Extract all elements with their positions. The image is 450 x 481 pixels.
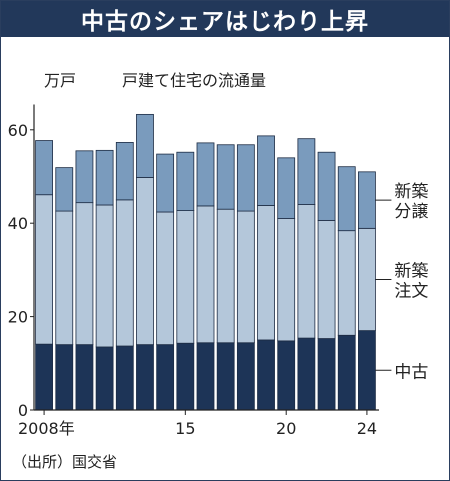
bar-segment bbox=[115, 345, 134, 411]
bar-segment bbox=[297, 138, 316, 205]
bar-segment bbox=[337, 230, 356, 336]
bar-segment bbox=[297, 204, 316, 339]
source-note: （出所）国交省 bbox=[12, 453, 117, 471]
legend-label: 中古 bbox=[394, 362, 428, 382]
x-tick-label: 15 bbox=[175, 419, 195, 438]
bar-segment bbox=[115, 199, 134, 347]
bar-segment bbox=[277, 218, 296, 342]
bar-segment bbox=[75, 202, 94, 346]
bar-segment bbox=[95, 204, 114, 348]
bar-segment bbox=[257, 135, 275, 206]
legend-label: 分譲 bbox=[394, 202, 428, 222]
bar-segment bbox=[115, 142, 134, 201]
bar-segment bbox=[136, 113, 154, 178]
bar-segment bbox=[95, 149, 114, 206]
bar-segment bbox=[196, 342, 215, 411]
legend-label: 注文 bbox=[394, 281, 428, 301]
y-tick-label: 40 bbox=[8, 214, 28, 233]
bar-segment bbox=[236, 144, 255, 212]
unit-label: 万戸 bbox=[44, 71, 76, 90]
bar-segment bbox=[35, 140, 53, 196]
bar-segment bbox=[136, 344, 154, 411]
y-tick-label: 60 bbox=[8, 121, 28, 140]
bar-segment bbox=[55, 344, 74, 411]
chart-header-title: 中古のシェアはじわり上昇 bbox=[1, 1, 449, 37]
bar-segment bbox=[216, 342, 235, 411]
bar-segment bbox=[55, 167, 74, 212]
x-tick-label: 2008年 bbox=[18, 419, 75, 438]
bar-segment bbox=[156, 211, 175, 346]
bar-segment bbox=[257, 339, 275, 411]
bar-segment bbox=[136, 177, 154, 346]
bar-segment bbox=[196, 205, 215, 344]
bar-segment bbox=[216, 208, 235, 344]
bar-segment bbox=[196, 142, 215, 207]
y-tick-label: 0 bbox=[18, 401, 28, 420]
bar-segment bbox=[156, 344, 175, 411]
bar-segment bbox=[35, 343, 53, 411]
bar-segment bbox=[317, 219, 336, 339]
y-tick-label: 20 bbox=[8, 308, 28, 327]
bar-segment bbox=[95, 346, 114, 411]
bar-segment bbox=[176, 210, 195, 344]
bar-segment bbox=[358, 227, 376, 332]
bar-segment bbox=[75, 150, 94, 204]
bar-segment bbox=[216, 144, 235, 210]
bar-segment bbox=[236, 342, 255, 411]
x-tick-label: 24 bbox=[357, 419, 377, 438]
chart-title: 戸建て住宅の流通量 bbox=[122, 71, 266, 90]
legend-label: 新築 bbox=[394, 261, 428, 281]
bar-segment bbox=[176, 342, 195, 411]
bar-segment bbox=[358, 171, 376, 229]
bar-segment bbox=[176, 151, 195, 211]
bar-segment bbox=[337, 334, 356, 411]
bar-segment bbox=[317, 338, 336, 411]
legend-label: 新築 bbox=[394, 182, 428, 202]
bar-segment bbox=[277, 340, 296, 411]
bar-segment bbox=[75, 344, 94, 411]
bar-segment bbox=[337, 166, 356, 232]
bar-segment bbox=[236, 210, 255, 344]
bar-segment bbox=[156, 153, 175, 213]
bar-segment bbox=[297, 337, 316, 411]
x-tick-label: 20 bbox=[276, 419, 296, 438]
bar-segment bbox=[55, 210, 74, 346]
bar-segment bbox=[277, 157, 296, 219]
bar-segment bbox=[35, 194, 53, 345]
bar-segment bbox=[358, 330, 376, 411]
bar-segment bbox=[317, 151, 336, 221]
bar-segment bbox=[257, 205, 275, 341]
